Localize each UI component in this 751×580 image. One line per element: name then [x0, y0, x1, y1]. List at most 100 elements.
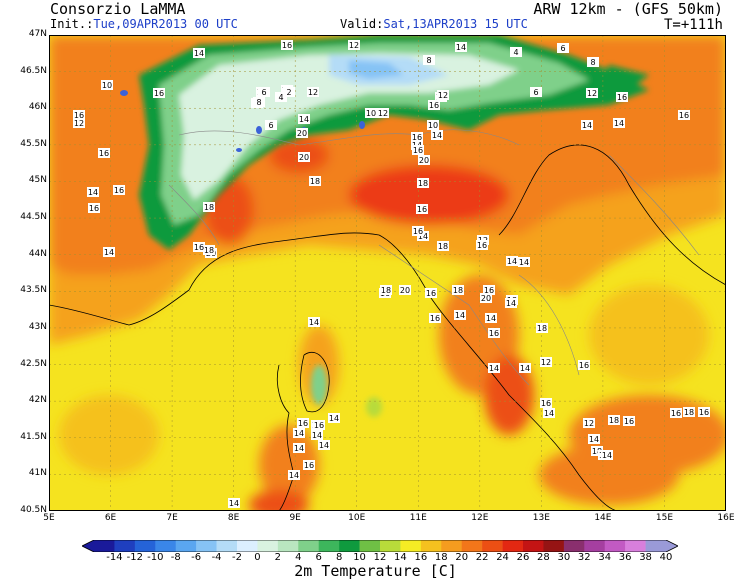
svg-text:14: 14 — [312, 431, 322, 440]
colorbar-tick-label: 14 — [394, 552, 407, 563]
colorbar-swatch — [380, 540, 401, 552]
svg-text:20: 20 — [481, 294, 491, 303]
temperature-map: 1224414161012846816121616161424681214101… — [49, 35, 726, 511]
colorbar-title: 2m Temperature [C] — [294, 562, 457, 580]
svg-text:14: 14 — [520, 364, 530, 373]
contour-label: 14 — [543, 408, 555, 418]
colorbar-swatch — [339, 540, 360, 552]
contour-label: 14 — [293, 443, 305, 453]
contour-label: 16 — [297, 418, 309, 428]
colorbar-swatch — [196, 540, 217, 552]
svg-text:16: 16 — [671, 409, 681, 418]
svg-text:16: 16 — [412, 133, 422, 142]
lon-label: 12E — [471, 513, 489, 523]
contour-label: 12 — [586, 88, 598, 98]
contour-label: 12 — [73, 118, 85, 128]
colorbar-swatch — [502, 540, 524, 552]
contour-label: 16 — [623, 416, 635, 426]
colorbar-tick-label: 30 — [557, 552, 571, 563]
colorbar-tick-label: 2 — [274, 552, 282, 563]
svg-text:18: 18 — [310, 177, 320, 186]
lon-label: 6E — [104, 513, 117, 523]
contour-label: 12 — [437, 90, 449, 100]
svg-text:14: 14 — [104, 248, 114, 257]
colorbar-tick-label: 12 — [373, 552, 387, 563]
svg-text:18: 18 — [204, 246, 214, 255]
contour-label: 20 — [480, 293, 492, 303]
contour-label: 14 — [431, 130, 443, 140]
contour-label: 18 — [380, 285, 392, 295]
svg-text:16: 16 — [430, 314, 440, 323]
contour-label: 14 — [328, 413, 340, 423]
svg-text:18: 18 — [204, 203, 214, 212]
lat-label: 40.5N — [20, 505, 47, 515]
svg-text:20: 20 — [419, 156, 429, 165]
colorbar-swatch — [175, 540, 197, 552]
svg-text:6: 6 — [261, 88, 266, 97]
contour-label: 18 — [309, 176, 321, 186]
svg-text:18: 18 — [418, 179, 428, 188]
init-value: Tue,09APR2013 00 UTC — [93, 17, 238, 31]
contour-label: 16 — [476, 240, 488, 250]
svg-text:16: 16 — [194, 243, 204, 252]
contour-label: 20 — [296, 128, 308, 138]
contour-label: 18 — [683, 407, 695, 417]
lat-label: 44.5N — [20, 212, 47, 223]
svg-text:14: 14 — [614, 119, 624, 128]
colorbar-tick-label: 22 — [475, 552, 489, 563]
lat-label: 47N — [28, 29, 47, 39]
contour-label: 14 — [488, 363, 500, 373]
svg-text:6: 6 — [268, 121, 273, 130]
svg-text:16: 16 — [114, 186, 124, 195]
contour-label: 20 — [418, 155, 430, 165]
svg-text:14: 14 — [582, 121, 592, 130]
svg-text:16: 16 — [426, 289, 436, 298]
svg-text:16: 16 — [74, 111, 84, 120]
init-time: Init.:Tue,09APR2013 00 UTC — [50, 17, 238, 31]
svg-text:14: 14 — [289, 471, 299, 480]
colorbar-swatch — [277, 540, 299, 552]
colorbar-swatch — [155, 540, 177, 552]
contour-label: 14 — [228, 498, 240, 508]
colorbar-swatch — [400, 540, 422, 552]
colorbar-swatch — [420, 540, 442, 552]
contour-label: 18 — [437, 241, 449, 251]
svg-text:14: 14 — [329, 414, 339, 423]
forecast-step: T=+111h — [663, 17, 723, 33]
contour-label: 14 — [288, 470, 300, 480]
colorbar-swatch — [523, 540, 544, 552]
contour-label: 18 — [203, 245, 215, 255]
colorbar-tick-label: 28 — [537, 552, 550, 563]
contour-label: 20 — [399, 285, 411, 295]
svg-text:16: 16 — [541, 399, 551, 408]
svg-text:14: 14 — [507, 257, 517, 266]
contour-label: 16 — [428, 100, 440, 110]
svg-text:12: 12 — [587, 89, 597, 98]
svg-text:20: 20 — [299, 153, 309, 162]
svg-text:14: 14 — [88, 188, 98, 197]
svg-text:16: 16 — [477, 241, 487, 250]
svg-text:14: 14 — [418, 232, 428, 241]
svg-text:18: 18 — [684, 408, 694, 417]
colorbar-tick-label: 38 — [639, 552, 652, 563]
svg-text:14: 14 — [299, 115, 309, 124]
svg-text:10: 10 — [102, 81, 112, 90]
lon-label: 15E — [655, 513, 674, 523]
contour-label: 14 — [505, 298, 517, 308]
svg-text:12: 12 — [308, 88, 318, 97]
contour-label: 6 — [265, 120, 277, 130]
contour-label: 16 — [313, 420, 325, 430]
contour-label: 14 — [518, 257, 530, 267]
contour-label: 16 — [540, 398, 552, 408]
contour-label: 16 — [483, 285, 495, 295]
svg-text:14: 14 — [544, 409, 554, 418]
lat-label: 43.5N — [20, 285, 47, 296]
lat-label: 45N — [28, 175, 47, 186]
svg-text:16: 16 — [413, 227, 423, 236]
contour-label: 14 — [454, 310, 466, 320]
colorbar-swatch — [359, 540, 381, 552]
svg-text:14: 14 — [456, 43, 466, 52]
colorbar-tick-label: 20 — [455, 552, 469, 563]
svg-text:16: 16 — [298, 419, 308, 428]
svg-text:14: 14 — [486, 314, 496, 323]
